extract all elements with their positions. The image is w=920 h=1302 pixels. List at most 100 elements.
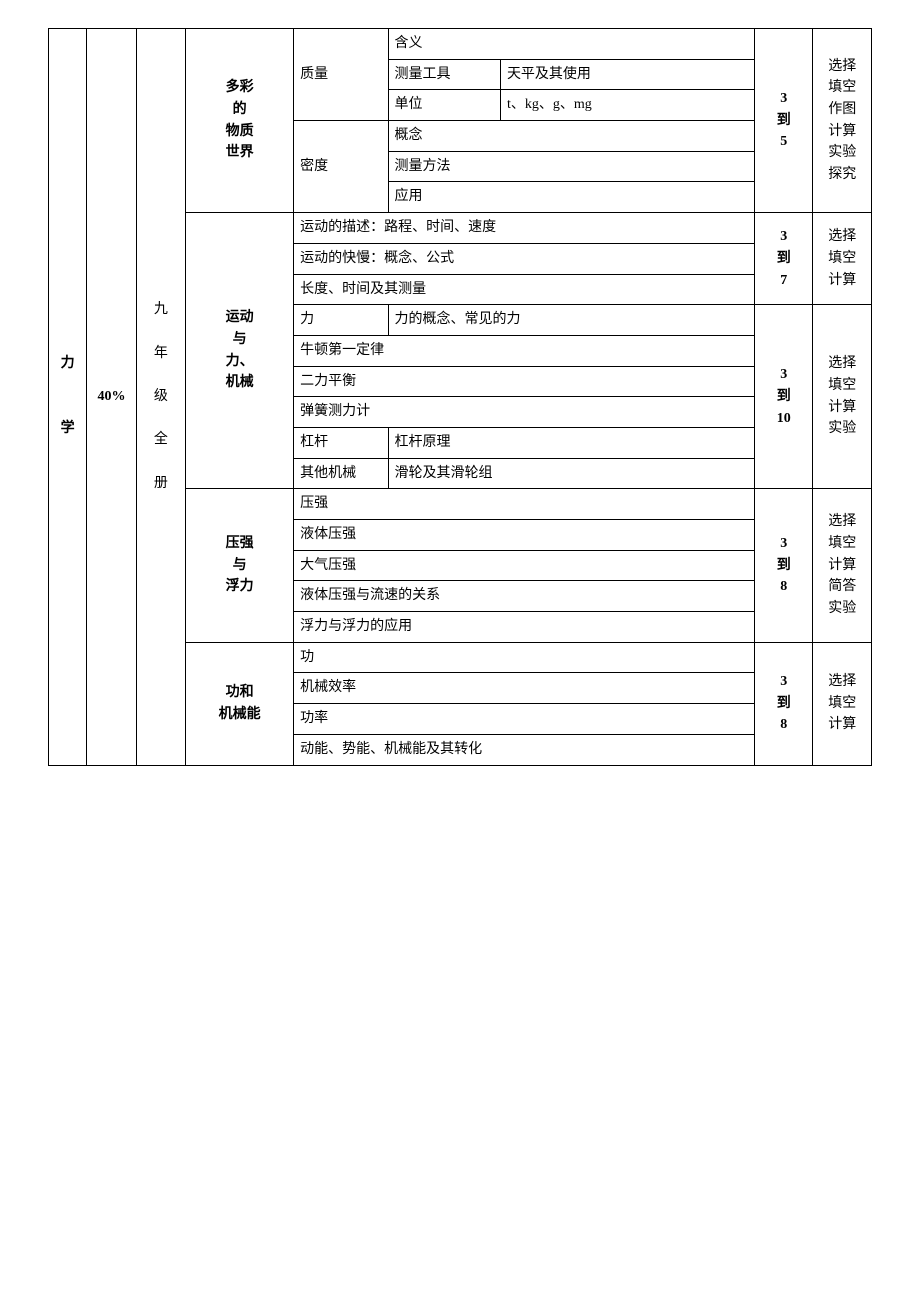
c2-score2-b: 到 <box>761 386 806 408</box>
cell-balance: 二力平衡 <box>294 366 755 397</box>
c1-type-f: 探究 <box>819 164 865 186</box>
cell-newton: 牛顿第一定律 <box>294 335 755 366</box>
cell-flow: 液体压强与流速的关系 <box>294 581 755 612</box>
ch-motion-l3: 力、 <box>192 351 287 373</box>
c3-type-d: 简答 <box>819 576 865 598</box>
c2-type1-c: 计算 <box>819 270 865 292</box>
cell-c2-score2: 3 到 10 <box>755 305 813 489</box>
subject-spacer <box>55 375 80 397</box>
c4-type-b: 填空 <box>819 693 865 715</box>
subject-char-1: 力 <box>55 353 80 375</box>
c4-score-b: 到 <box>761 693 806 715</box>
cell-c2-score1: 3 到 7 <box>755 213 813 305</box>
c1-type-a: 选择 <box>819 56 865 78</box>
cell-force-lbl: 力 <box>294 305 388 336</box>
col-grade: 九 年 级 全 册 <box>136 29 185 766</box>
cell-buoy: 浮力与浮力的应用 <box>294 612 755 643</box>
ch-work-l1: 功和 <box>192 682 287 704</box>
ch-motion-l1: 运动 <box>192 307 287 329</box>
c3-type-e: 实验 <box>819 598 865 620</box>
cell-work: 功 <box>294 642 755 673</box>
c4-score-c: 8 <box>761 714 806 736</box>
col-subject: 力 学 <box>49 29 87 766</box>
c2-type2-c: 计算 <box>819 397 865 419</box>
grade-sp1 <box>143 321 179 343</box>
ch-colorful-l4: 世界 <box>192 142 287 164</box>
cell-lever-val: 杠杆原理 <box>388 427 755 458</box>
ch-colorful-l1: 多彩 <box>192 77 287 99</box>
cell-c2-types2: 选择 填空 计算 实验 <box>813 305 872 489</box>
chapter-pressure: 压强 与 浮力 <box>186 489 294 642</box>
c2-type2-d: 实验 <box>819 418 865 440</box>
cell-desc: 运动的描述：路程、时间、速度 <box>294 213 755 244</box>
c2-type2-b: 填空 <box>819 375 865 397</box>
cell-eff: 机械效率 <box>294 673 755 704</box>
cell-lever-lbl: 杠杆 <box>294 427 388 458</box>
cell-pressure: 压强 <box>294 489 755 520</box>
cell-mass-tool-lbl: 测量工具 <box>388 59 500 90</box>
ch-motion-l2: 与 <box>192 329 287 351</box>
cell-force-val: 力的概念、常见的力 <box>388 305 755 336</box>
ch-pressure-l2: 与 <box>192 555 287 577</box>
cell-mass-unit-val: t、kg、g、mg <box>500 90 754 121</box>
cell-density: 密度 <box>294 121 388 213</box>
grade-l2: 年 <box>143 343 179 365</box>
c1-type-d: 计算 <box>819 121 865 143</box>
c2-score1-b: 到 <box>761 248 806 270</box>
ch-pressure-l1: 压强 <box>192 533 287 555</box>
cell-density-concept: 概念 <box>388 121 755 152</box>
c4-score-a: 3 <box>761 671 806 693</box>
cell-mass-tool-val: 天平及其使用 <box>500 59 754 90</box>
cell-c4-types: 选择 填空 计算 <box>813 642 872 765</box>
c2-type1-a: 选择 <box>819 226 865 248</box>
chapter-motion: 运动 与 力、 机械 <box>186 213 294 489</box>
grade-sp4 <box>143 451 179 473</box>
c2-score2-a: 3 <box>761 364 806 386</box>
c3-score-c: 8 <box>761 576 806 598</box>
subject-spacer2 <box>55 397 80 419</box>
c3-score-b: 到 <box>761 555 806 577</box>
cell-speed: 运动的快慢：概念、公式 <box>294 243 755 274</box>
c3-type-c: 计算 <box>819 555 865 577</box>
c1-type-e: 实验 <box>819 142 865 164</box>
cell-atmo: 大气压强 <box>294 550 755 581</box>
cell-c1-types: 选择 填空 作图 计算 实验 探究 <box>813 29 872 213</box>
ch-colorful-l3: 物质 <box>192 121 287 143</box>
c1-score-b: 到 <box>761 110 806 132</box>
grade-l1: 九 <box>143 299 179 321</box>
c1-score-c: 5 <box>761 131 806 153</box>
grade-sp3 <box>143 408 179 430</box>
c4-type-c: 计算 <box>819 714 865 736</box>
c1-score-a: 3 <box>761 88 806 110</box>
cell-spring: 弹簧测力计 <box>294 397 755 428</box>
subject-char-2: 学 <box>55 418 80 440</box>
chapter-work: 功和 机械能 <box>186 642 294 765</box>
col-percent: 40% <box>87 29 136 766</box>
cell-c3-score: 3 到 8 <box>755 489 813 642</box>
syllabus-table: 力 学 40% 九 年 级 全 册 多彩 的 <box>48 28 872 766</box>
ch-pressure-l3: 浮力 <box>192 576 287 598</box>
cell-power: 功率 <box>294 704 755 735</box>
cell-mass: 质量 <box>294 29 388 121</box>
table-row: 力 学 40% 九 年 级 全 册 多彩 的 <box>49 29 872 60</box>
c2-type1-b: 填空 <box>819 248 865 270</box>
c3-score-a: 3 <box>761 533 806 555</box>
cell-c1-score: 3 到 5 <box>755 29 813 213</box>
ch-work-l2: 机械能 <box>192 704 287 726</box>
c2-score2-c: 10 <box>761 408 806 430</box>
grade-l4: 全 <box>143 429 179 451</box>
c2-score1-c: 7 <box>761 270 806 292</box>
c1-type-c: 作图 <box>819 99 865 121</box>
cell-measure: 长度、时间及其测量 <box>294 274 755 305</box>
cell-c4-score: 3 到 8 <box>755 642 813 765</box>
table-container: 力 学 40% 九 年 级 全 册 多彩 的 <box>48 28 872 766</box>
cell-mass-unit-lbl: 单位 <box>388 90 500 121</box>
cell-density-app: 应用 <box>388 182 755 213</box>
cell-c2-types1: 选择 填空 计算 <box>813 213 872 305</box>
c2-type2-a: 选择 <box>819 353 865 375</box>
cell-liquid: 液体压强 <box>294 520 755 551</box>
grade-l3: 级 <box>143 386 179 408</box>
grade-l5: 册 <box>143 473 179 495</box>
c3-type-a: 选择 <box>819 511 865 533</box>
cell-mass-def: 含义 <box>388 29 755 60</box>
